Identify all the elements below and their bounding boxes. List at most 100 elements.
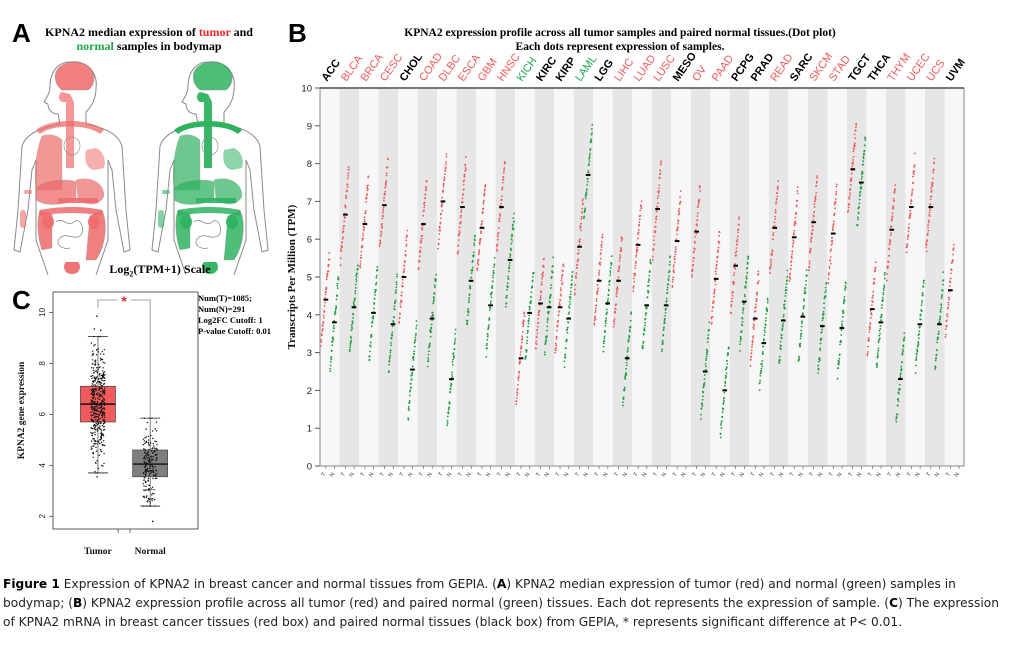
sample-dot <box>144 454 147 457</box>
normal-dot <box>740 330 743 333</box>
normal-dot <box>700 413 702 416</box>
normal-dot <box>725 375 728 378</box>
sample-dot <box>100 390 102 393</box>
tumor-dot <box>322 314 325 317</box>
y-tick-label: 9 <box>307 121 312 132</box>
tumor-dot <box>912 181 915 184</box>
sample-dot <box>151 499 153 502</box>
normal-dot <box>415 324 418 327</box>
sample-dot <box>95 421 97 423</box>
normal-dot <box>374 294 377 296</box>
sample-dot <box>99 420 101 423</box>
band-esca <box>456 88 477 466</box>
sample-dot <box>100 401 102 404</box>
normal-dot <box>900 369 903 372</box>
panel-c-stat-line: Num(N)=291 <box>198 304 246 314</box>
tumor-dot <box>596 284 599 286</box>
sample-dot <box>102 429 105 431</box>
sample-dot <box>154 428 156 430</box>
normal-dot <box>488 309 491 311</box>
tumor-dot <box>910 199 913 201</box>
x-group-label-tumor: T <box>691 471 698 478</box>
tumor-dot <box>831 242 834 244</box>
sample-dot <box>154 505 156 507</box>
panel-c-stat-line: Log2FC Cutoff: 1 <box>198 315 263 325</box>
tumor-dot <box>577 252 580 255</box>
tumor-dot <box>652 248 655 251</box>
tumor-dot <box>597 278 600 281</box>
band-gbm <box>476 88 496 466</box>
organ-kidney-left <box>180 215 192 229</box>
tumor-dot <box>539 296 542 299</box>
tumor-dot <box>635 254 638 257</box>
tumor-dot <box>828 267 831 270</box>
tumor-dot <box>539 295 542 297</box>
tumor-dot <box>676 233 678 236</box>
sample-dot <box>145 452 147 455</box>
tumor-dot <box>562 263 565 266</box>
normal-dot <box>722 403 725 405</box>
normal-dot <box>529 302 532 305</box>
tumor-dot <box>830 248 833 251</box>
tumor-dot <box>929 198 932 201</box>
tumor-dot <box>694 242 696 244</box>
sample-dot <box>90 446 93 448</box>
tumor-dot <box>775 201 778 203</box>
tumor-dot <box>619 254 621 256</box>
sample-dot <box>96 400 99 403</box>
sample-dot <box>99 395 102 397</box>
tumor-dot <box>404 254 407 257</box>
tumor-dot <box>402 285 404 288</box>
y-axis-label: KPNA2 gene expression <box>17 361 27 459</box>
normal-dot <box>921 301 923 304</box>
tumor-dot <box>678 202 681 205</box>
normal-dot <box>410 374 413 377</box>
normal-dot <box>936 341 939 344</box>
normal-dot <box>842 302 845 305</box>
sample-dot <box>94 426 97 428</box>
normal-dot <box>590 140 593 143</box>
normal-dot <box>708 329 711 332</box>
sample-dot <box>101 384 104 387</box>
sample-dot <box>147 451 149 453</box>
normal-dot <box>395 289 397 291</box>
normal-dot <box>764 324 767 327</box>
normal-dot <box>411 365 414 368</box>
sample-dot <box>146 454 148 456</box>
tumor-dot <box>868 327 871 330</box>
normal-dot <box>569 290 572 293</box>
normal-dot <box>921 299 924 302</box>
sample-dot <box>152 447 154 449</box>
tumor-dot <box>599 252 602 255</box>
tumor-dot <box>365 194 368 197</box>
normal-dot <box>526 332 529 335</box>
tumor-dot <box>320 340 323 343</box>
organ-colon-transverse <box>40 207 102 216</box>
tumor-dot <box>849 192 852 195</box>
sample-dot <box>148 459 151 461</box>
sample-dot <box>142 443 145 446</box>
normal-dot <box>622 398 625 400</box>
sample-dot <box>149 500 151 503</box>
normal-dot <box>531 280 534 283</box>
sample-dot <box>154 466 156 468</box>
tumor-dot <box>386 166 389 169</box>
tumor-dot <box>659 172 662 175</box>
normal-dot <box>880 313 883 316</box>
normal-dot <box>530 300 532 302</box>
tumor-dot <box>694 235 697 238</box>
sample-dot <box>99 404 102 406</box>
normal-dot <box>567 312 570 315</box>
x-group-label-tumor: T <box>555 471 562 478</box>
organ-pancreas <box>58 198 98 203</box>
normal-dot <box>741 320 744 323</box>
tumor-dot <box>854 145 856 147</box>
sample-dot <box>152 497 154 500</box>
normal-dot <box>937 332 940 335</box>
sample-dot <box>145 505 147 507</box>
normal-dot <box>608 283 611 286</box>
normal-dot <box>786 279 788 282</box>
x-group-label-tumor: T <box>750 471 757 478</box>
tumor-dot <box>458 230 461 232</box>
normal-dot <box>337 276 340 278</box>
